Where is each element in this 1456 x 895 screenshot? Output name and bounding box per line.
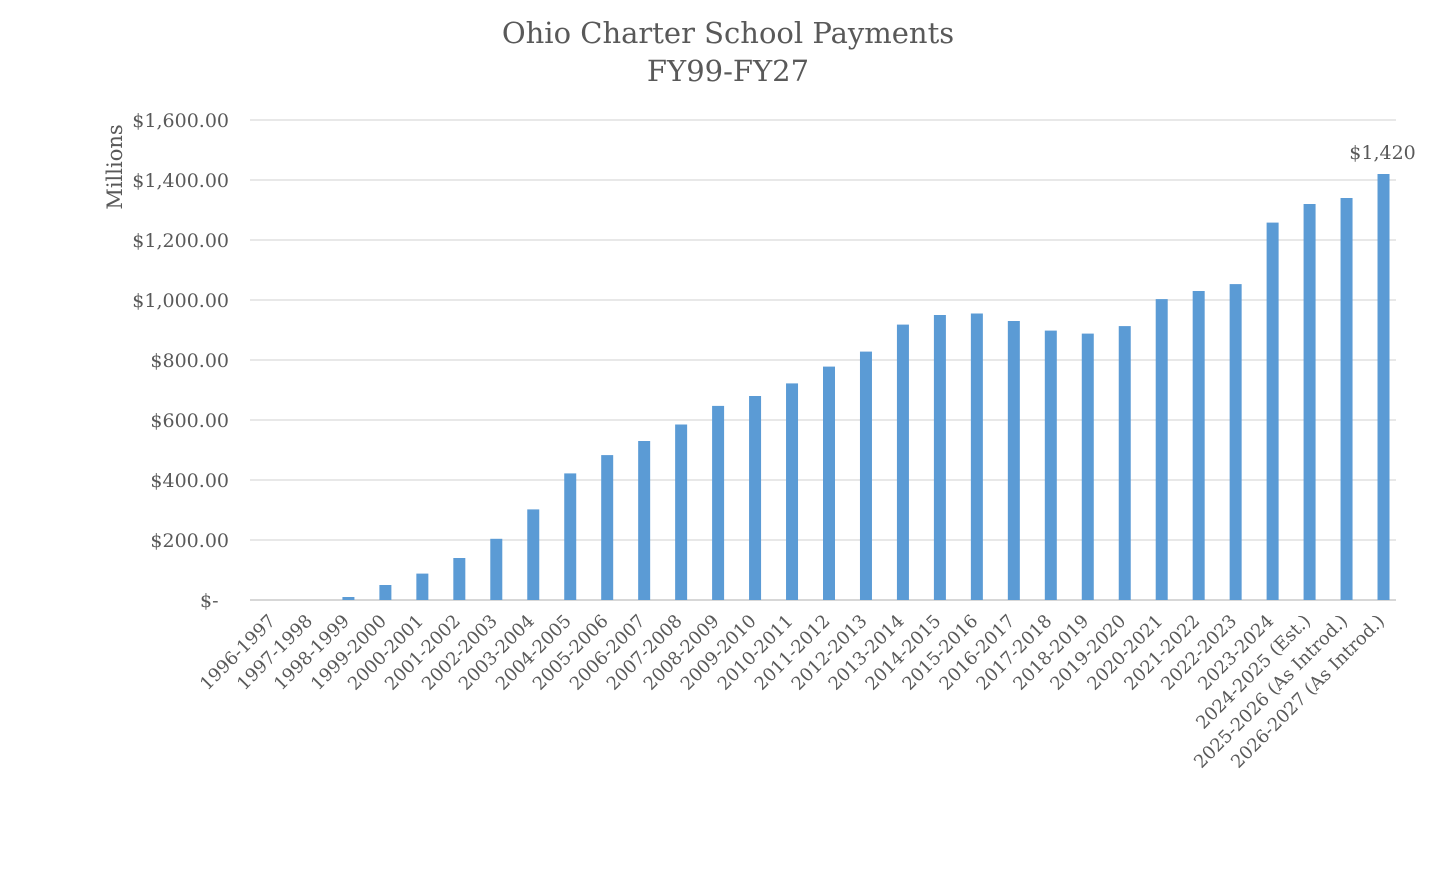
bar bbox=[1340, 198, 1353, 600]
y-tick-label: $400.00 bbox=[150, 470, 229, 492]
bar bbox=[416, 573, 429, 600]
bar bbox=[1081, 333, 1094, 600]
bar bbox=[1007, 321, 1020, 600]
bar bbox=[601, 455, 614, 600]
bar bbox=[1044, 330, 1057, 600]
data-labels: $1,420 bbox=[1349, 142, 1415, 164]
bar bbox=[712, 405, 725, 600]
y-tick-label: $- bbox=[200, 590, 219, 612]
bar bbox=[1229, 284, 1242, 600]
y-tick-label: $1,400.00 bbox=[132, 170, 229, 192]
x-axis-ticks: 1996-19971997-19981998-19991999-20002000… bbox=[196, 611, 1389, 773]
bars bbox=[342, 174, 1390, 600]
y-tick-label: $800.00 bbox=[150, 350, 229, 372]
bar bbox=[675, 424, 688, 600]
bar bbox=[896, 324, 909, 600]
bar bbox=[1155, 299, 1168, 600]
bar bbox=[342, 597, 355, 600]
data-label: $1,420 bbox=[1349, 142, 1415, 164]
y-tick-label: $1,600.00 bbox=[132, 110, 229, 132]
bar bbox=[638, 441, 651, 600]
bar bbox=[453, 558, 466, 600]
bar bbox=[1377, 174, 1390, 600]
bar bbox=[490, 538, 503, 600]
chart-title: Ohio Charter School Payments bbox=[501, 16, 955, 50]
bar bbox=[823, 366, 835, 600]
bar bbox=[379, 585, 392, 600]
y-axis-ticks: $- $200.00 $400.00 $600.00 $800.00 $1,000.00 $… bbox=[132, 110, 229, 612]
bar bbox=[970, 313, 983, 600]
y-axis-label: Millions bbox=[103, 124, 127, 209]
bar bbox=[749, 396, 762, 600]
y-tick-label: $1,200.00 bbox=[132, 230, 229, 252]
y-tick-label: $200.00 bbox=[150, 530, 229, 552]
bar bbox=[1192, 291, 1205, 600]
y-tick-label: $600.00 bbox=[150, 410, 229, 432]
bar bbox=[564, 473, 577, 600]
bar bbox=[859, 351, 872, 600]
bar bbox=[527, 509, 540, 600]
bar bbox=[1303, 204, 1316, 600]
bar bbox=[786, 383, 799, 600]
y-tick-label: $1,000.00 bbox=[132, 290, 229, 312]
bar bbox=[1118, 326, 1131, 600]
bar bbox=[1266, 222, 1279, 600]
chart-subtitle: FY99-FY27 bbox=[646, 54, 810, 88]
bar bbox=[933, 315, 946, 600]
